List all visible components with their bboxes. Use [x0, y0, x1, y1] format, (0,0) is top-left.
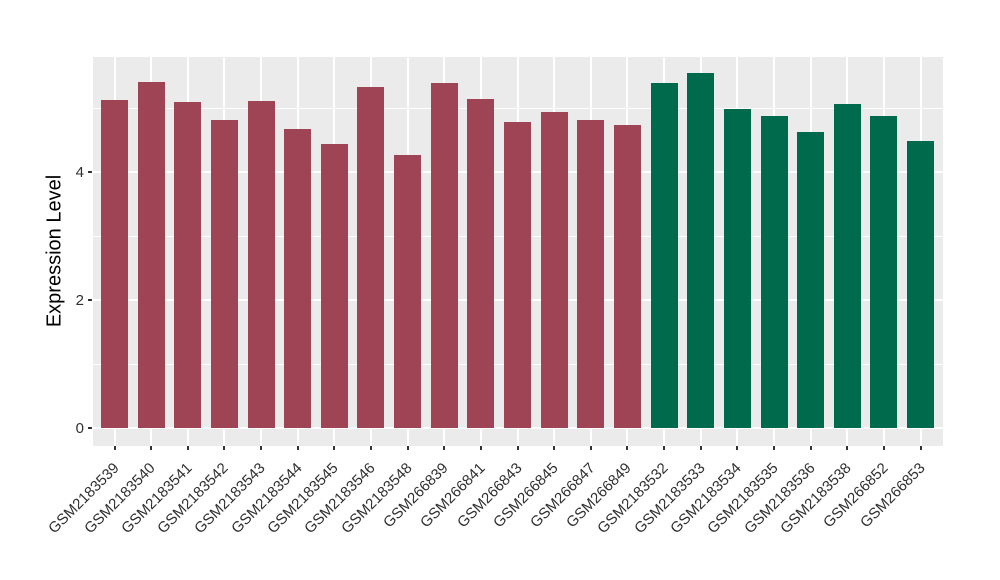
x-tick-mark [919, 446, 922, 450]
x-tick-mark [846, 446, 849, 450]
bar-GSM2183536 [797, 131, 825, 428]
x-tick-mark [186, 446, 189, 450]
x-tick-mark [223, 446, 226, 450]
bar-GSM2183542 [210, 119, 238, 428]
x-tick-mark [369, 446, 372, 450]
x-tick-mark [333, 446, 336, 450]
x-tick-mark [663, 446, 666, 450]
bar-GSM266853 [907, 140, 935, 428]
bar-GSM266841 [467, 99, 495, 428]
bar-GSM2183540 [137, 82, 165, 428]
x-tick-mark [406, 446, 409, 450]
y-tick-mark [88, 427, 92, 429]
x-tick-mark [809, 446, 812, 450]
y-tick-mark [88, 171, 92, 173]
y-tick-label-2: 2 [75, 291, 84, 309]
bar-GSM2183543 [247, 100, 275, 428]
plot-panel [93, 57, 943, 446]
x-tick-mark [736, 446, 739, 450]
x-tick-mark [589, 446, 592, 450]
bar-GSM266843 [504, 122, 532, 428]
y-tick-label-4: 4 [75, 163, 84, 181]
bar-GSM2183541 [174, 101, 202, 428]
x-tick-mark [296, 446, 299, 450]
bar-GSM2183545 [320, 143, 348, 428]
bar-GSM266847 [577, 120, 605, 428]
x-tick-mark [626, 446, 629, 450]
bar-GSM2183532 [650, 83, 678, 428]
bar-GSM2183538 [833, 104, 861, 428]
bar-GSM266845 [540, 111, 568, 428]
bar-GSM2183544 [284, 129, 312, 428]
x-tick-mark [150, 446, 153, 450]
bar-GSM266839 [430, 83, 458, 428]
y-tick-label-0: 0 [75, 419, 84, 437]
x-tick-mark [260, 446, 263, 450]
x-tick-mark [443, 446, 446, 450]
bar-GSM266849 [613, 125, 641, 428]
bar-GSM2183546 [357, 86, 385, 428]
x-tick-mark [516, 446, 519, 450]
bar-GSM266852 [870, 115, 898, 428]
y-tick-mark [88, 299, 92, 301]
x-tick-mark [553, 446, 556, 450]
bar-GSM2183534 [723, 109, 751, 428]
bar-GSM2183548 [394, 154, 422, 428]
x-tick-mark [773, 446, 776, 450]
x-tick-mark [699, 446, 702, 450]
bar-GSM2183539 [101, 99, 128, 428]
bar-GSM2183535 [760, 116, 788, 428]
x-tick-mark [479, 446, 482, 450]
x-tick-mark [882, 446, 885, 450]
x-tick-mark [113, 446, 116, 450]
bar-GSM2183533 [687, 72, 715, 428]
